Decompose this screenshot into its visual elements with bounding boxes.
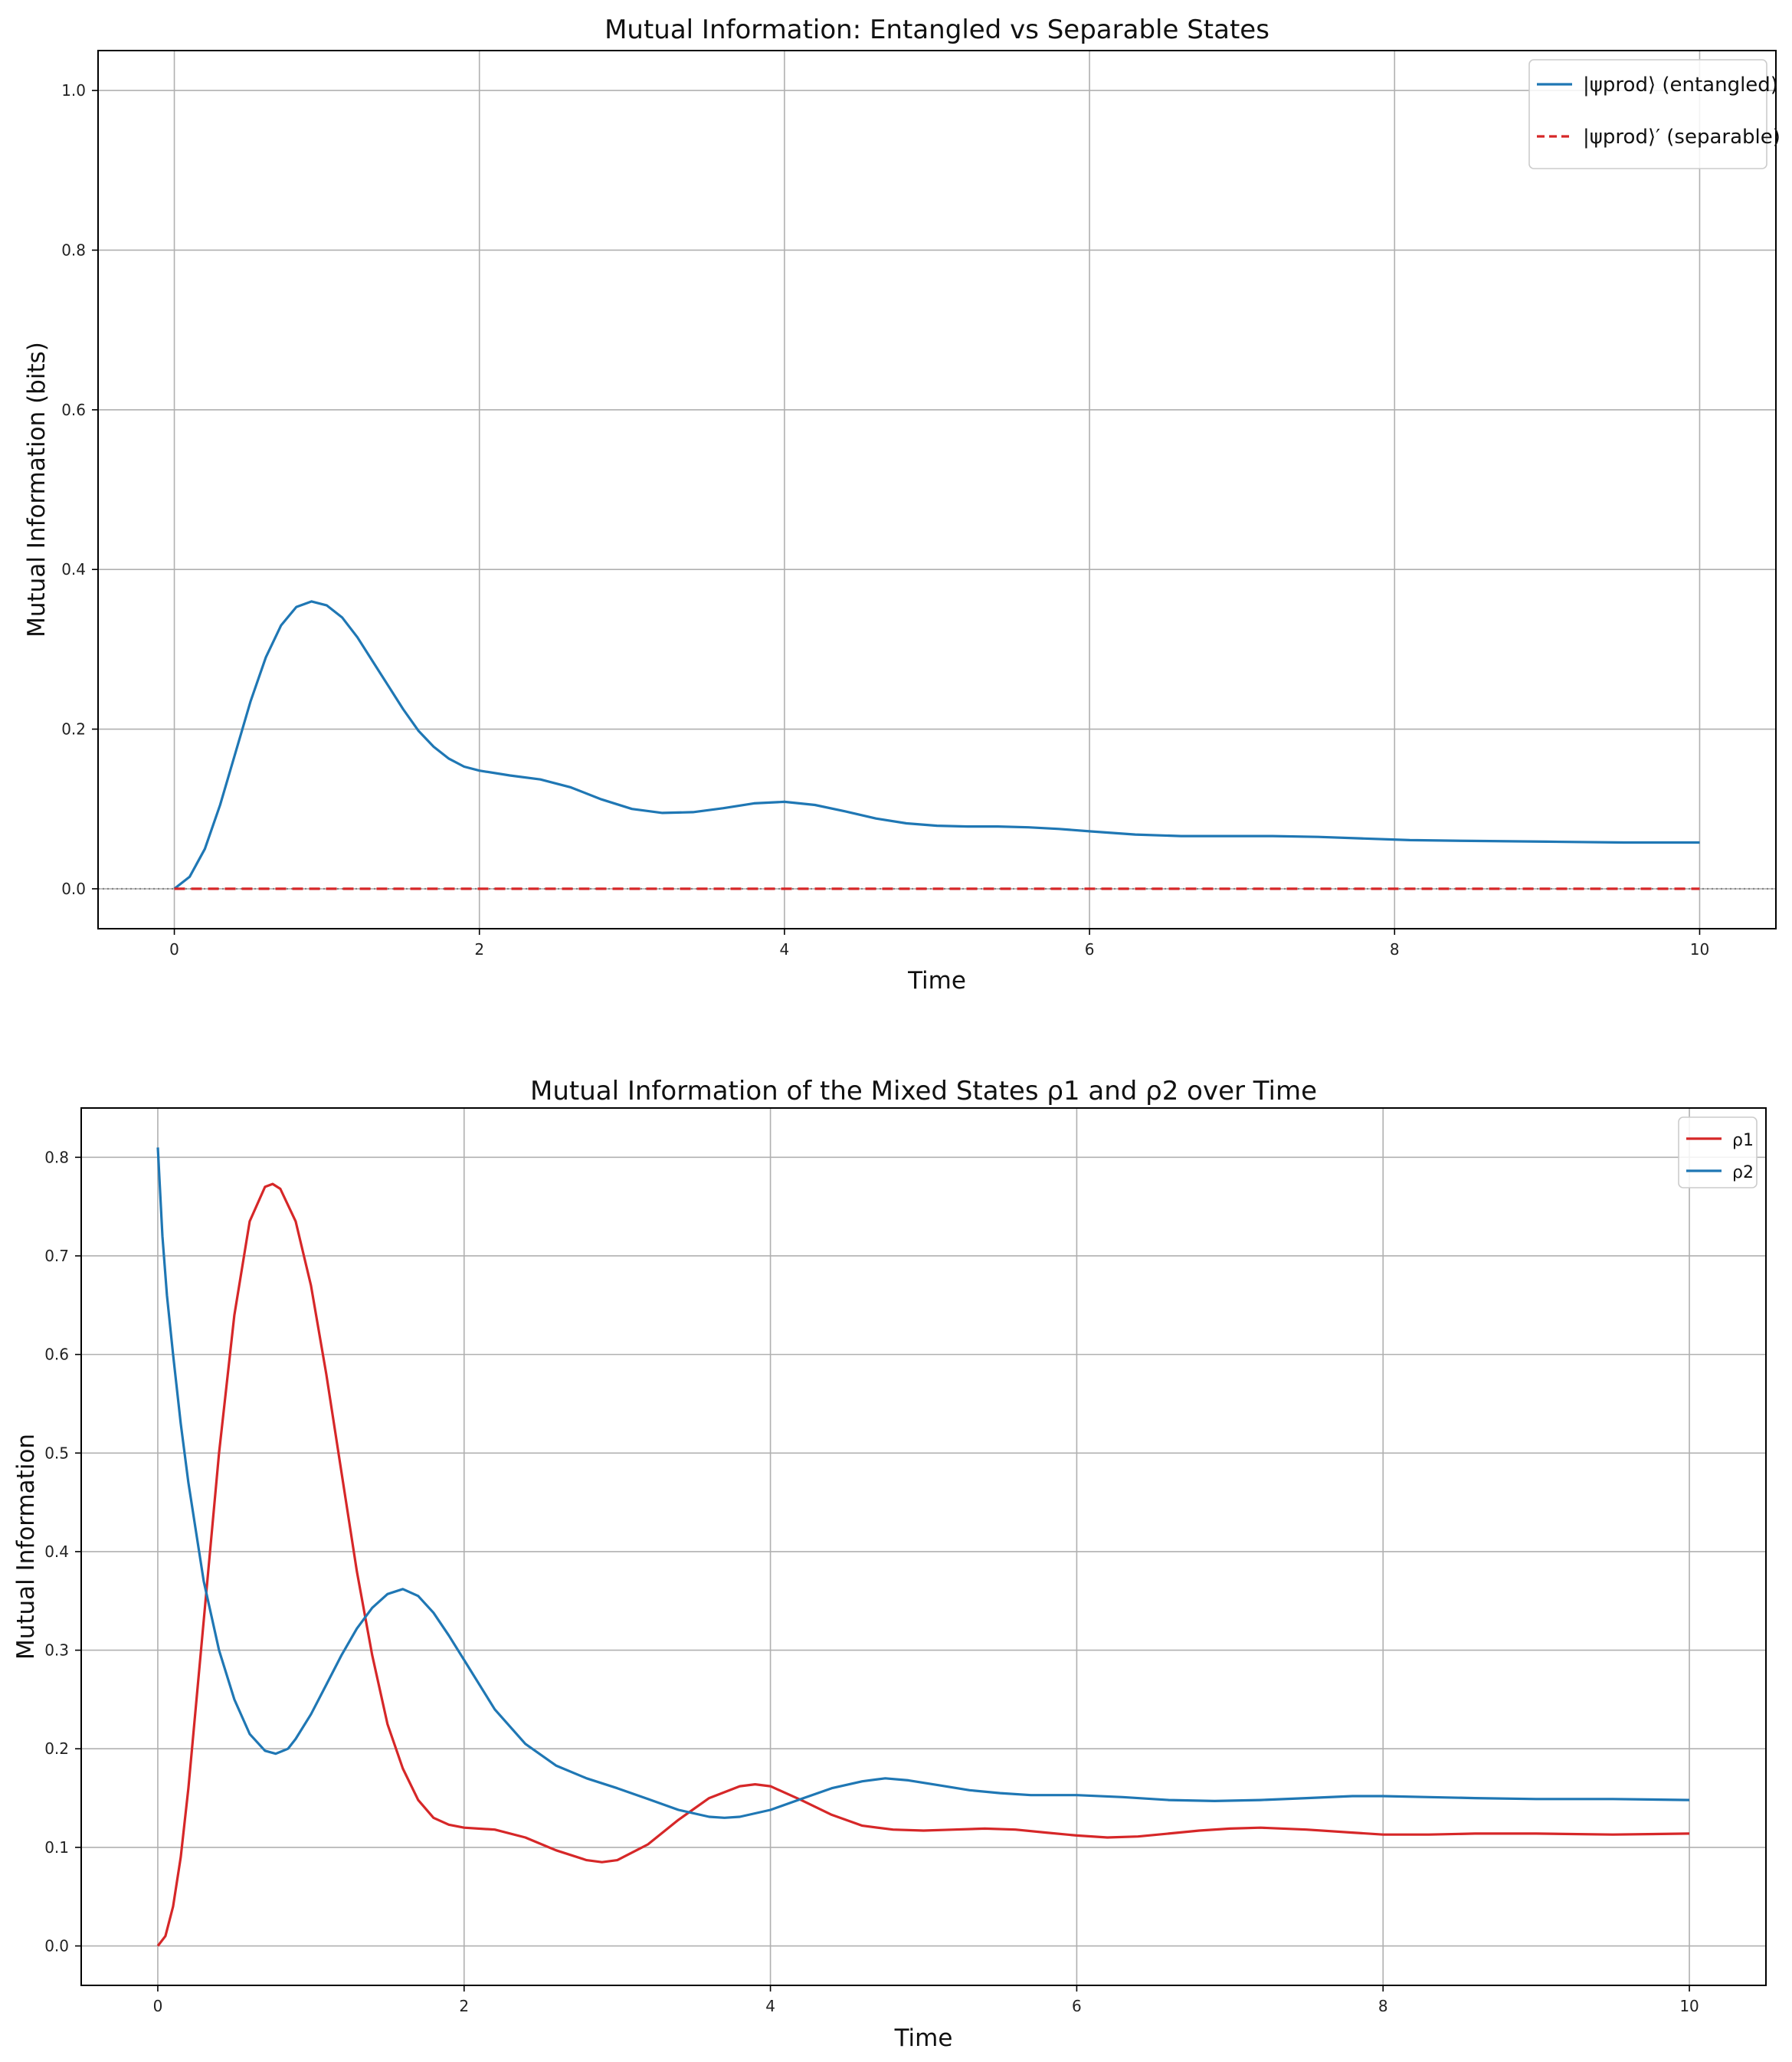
plot-frame	[80, 1107, 1767, 1986]
y-tick-label: 0.3	[44, 1641, 69, 1660]
y-tick-label: 0.7	[44, 1247, 69, 1265]
x-axis-label: Time	[894, 2024, 953, 2052]
series-line-0	[156, 1182, 1690, 1947]
y-tick-label: 0.8	[44, 1148, 69, 1166]
x-tick-label: 8	[1378, 1997, 1388, 2015]
y-tick-label: 0.6	[61, 401, 86, 419]
y-tick-label: 0.2	[61, 720, 86, 739]
series-line-0	[173, 600, 1700, 890]
x-tick-label: 8	[1390, 940, 1400, 959]
y-axis-label: Mutual Information	[12, 1434, 40, 1660]
plot-frame	[97, 50, 1777, 929]
legend-label-0: ρ1	[1732, 1131, 1754, 1150]
x-tick-label: 10	[1679, 1997, 1699, 2015]
x-tick-label: 4	[780, 940, 790, 959]
x-tick-label: 6	[1072, 1997, 1082, 2015]
legend: |ψprod⟩ (entangled) |ψprod⟩′ (separable)	[1528, 59, 1781, 169]
y-tick-label: 0.4	[61, 560, 86, 579]
chart-title: Mutual Information: Entangled vs Separab…	[604, 15, 1269, 45]
y-tick-label: 0.5	[44, 1444, 69, 1462]
legend-box	[1528, 59, 1767, 169]
x-axis-label: Time	[907, 967, 966, 995]
chart-mixed-states: 0 2 4 6 8 10 0.0 0.1 0.2 0.3 0.4 0.5 0.6 0.7 0.8 Mutual…	[12, 1076, 1767, 2052]
y-tick-label: 0.6	[44, 1346, 69, 1364]
y-tick-label: 0.4	[44, 1542, 69, 1561]
y-tick-label: 0.2	[44, 1739, 69, 1758]
chart-title: Mutual Information of the Mixed States ρ…	[530, 1076, 1317, 1106]
x-tick-label: 0	[153, 1997, 163, 2015]
series-line-1	[156, 1147, 1690, 1819]
x-tick-label: 2	[459, 1997, 469, 2015]
x-tick-label: 6	[1085, 940, 1095, 959]
x-tick-label: 0	[169, 940, 179, 959]
x-tick-label: 2	[474, 940, 484, 959]
legend-label-0: |ψprod⟩ (entangled)	[1583, 74, 1778, 97]
x-tick-label: 10	[1690, 940, 1709, 959]
y-tick-label: 0.0	[44, 1937, 69, 1955]
legend-label-1: |ψprod⟩′ (separable)	[1583, 126, 1781, 149]
y-tick-label: 0.1	[44, 1838, 69, 1857]
y-tick-label: 0.0	[61, 880, 86, 898]
legend: ρ1 ρ2	[1678, 1116, 1758, 1188]
y-axis-label: Mutual Information (bits)	[23, 342, 51, 638]
grid	[81, 1108, 1766, 1985]
y-tick-label: 0.8	[61, 241, 86, 259]
chart-entangled-vs-separable: 0 2 4 6 8 10 0.0 0.2 0.4 0.6 0.8 1.0 Mutual Informat…	[23, 15, 1781, 995]
legend-label-1: ρ2	[1732, 1163, 1754, 1182]
y-tick-label: 1.0	[61, 81, 86, 100]
x-tick-label: 4	[765, 1997, 775, 2015]
